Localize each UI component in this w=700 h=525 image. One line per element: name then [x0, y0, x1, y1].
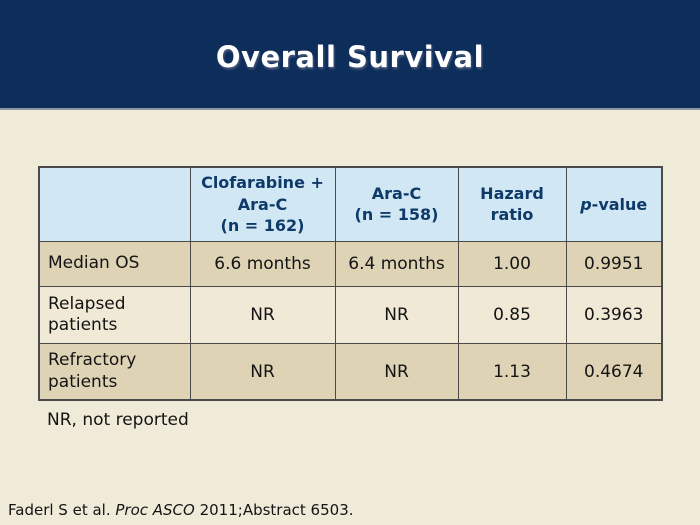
p-value-italic-p: p: [580, 194, 592, 214]
citation: Faderl S et al. Proc ASCO 2011;Abstract …: [8, 501, 354, 519]
table-cell: NR: [189, 285, 336, 344]
table-cell: NR: [189, 342, 336, 401]
table-cell: 0.9951: [565, 240, 663, 287]
col-header-clofarabine-ara-c: Clofarabine + Ara-C (n = 162): [189, 166, 336, 242]
survival-table-container: Clofarabine + Ara-C (n = 162) Ara-C (n =…: [38, 166, 663, 431]
table-cell: 0.85: [457, 285, 567, 344]
col-header-hazard-ratio: Hazard ratio: [457, 166, 567, 242]
col-header-ara-c: Ara-C (n = 158): [334, 166, 459, 242]
overall-survival-table: Clofarabine + Ara-C (n = 162) Ara-C (n =…: [38, 166, 663, 402]
row-label-refractory-patients: Refractory patients: [38, 342, 191, 401]
table-cell: 6.4 months: [334, 240, 459, 287]
citation-journal: Proc ASCO: [115, 501, 195, 519]
table-row-relapsed-patients: Relapsed patients NR NR 0.85 0.3963: [38, 285, 663, 344]
table-cell: NR: [334, 285, 459, 344]
table-row-median-os: Median OS 6.6 months 6.4 months 1.00 0.9…: [38, 240, 663, 287]
citation-prefix: Faderl S et al.: [8, 501, 116, 519]
table-cell: 0.4674: [565, 342, 663, 401]
col-header-p-value: p-value: [565, 166, 663, 242]
table-row-refractory-patients: Refractory patients NR NR 1.13 0.4674: [38, 342, 663, 401]
row-label-relapsed-patients: Relapsed patients: [38, 285, 191, 344]
table-corner-cell: [38, 166, 191, 242]
table-cell: NR: [334, 342, 459, 401]
footnote-nr-not-reported: NR, not reported: [47, 410, 189, 431]
table-header-row: Clofarabine + Ara-C (n = 162) Ara-C (n =…: [38, 166, 663, 242]
table-cell: 1.13: [457, 342, 567, 401]
row-label-median-os: Median OS: [38, 240, 191, 287]
citation-suffix: 2011;Abstract 6503.: [194, 501, 354, 519]
table-cell: 0.3963: [565, 285, 663, 344]
title-band: Overall Survival: [0, 0, 700, 110]
slide-title: Overall Survival: [215, 40, 485, 74]
table-cell: 6.6 months: [189, 240, 336, 287]
p-value-rest: -value: [591, 194, 648, 214]
slide-body: Clofarabine + Ara-C (n = 162) Ara-C (n =…: [0, 166, 700, 430]
table-cell: 1.00: [457, 240, 567, 287]
